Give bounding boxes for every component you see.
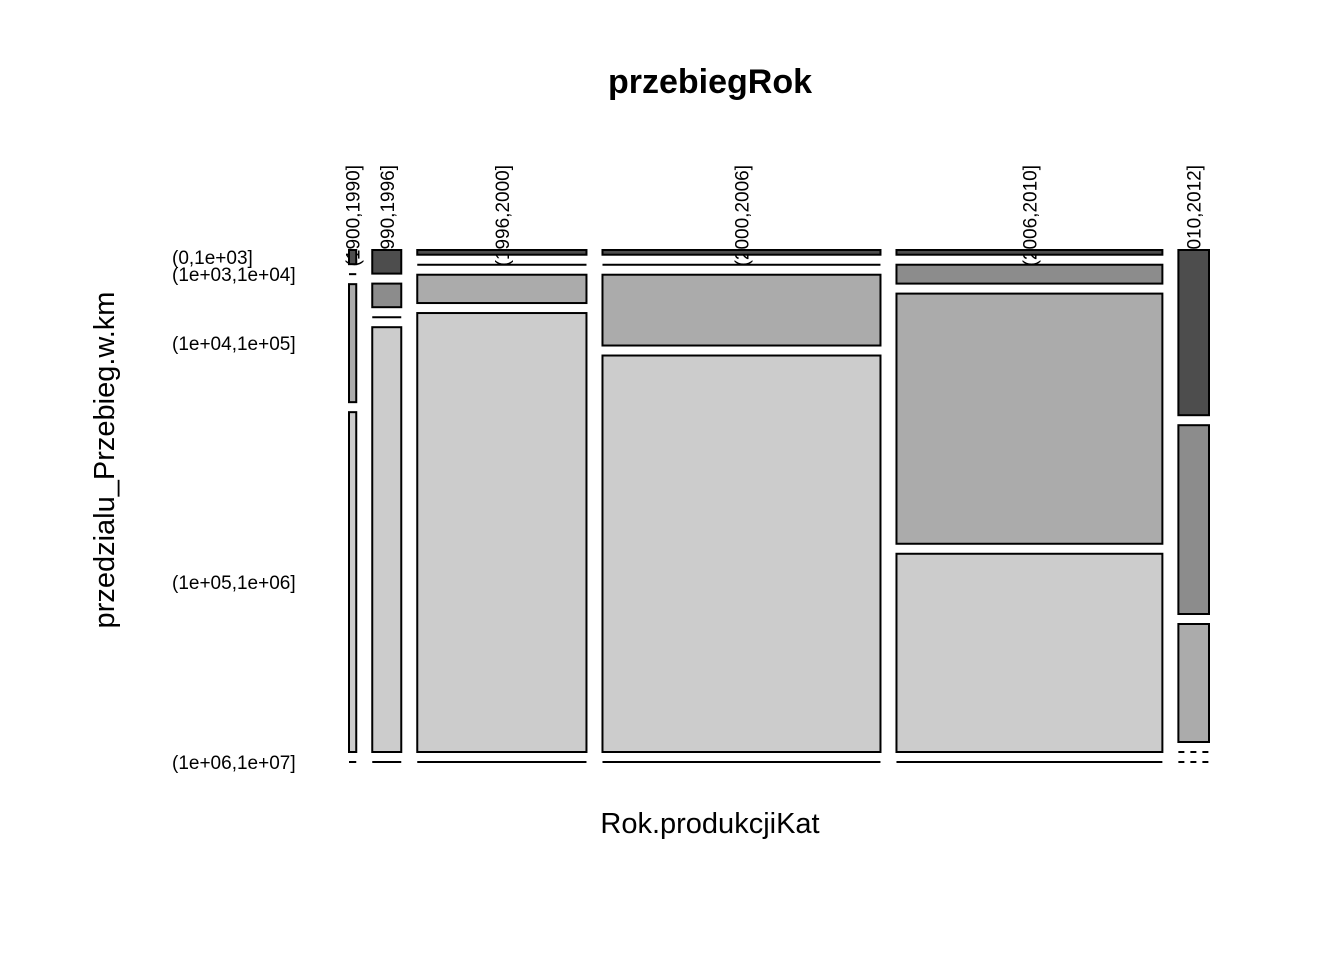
mosaic-tile (1177, 249, 1211, 417)
mosaic-tile (348, 283, 358, 404)
mosaic-tile (371, 326, 403, 753)
y-tick-label: (1e+06,1e+07] (172, 753, 296, 774)
y-tick-labels: (0,1e+03](1e+03,1e+04] (1e+04,1e+05] (1e+0… (172, 248, 296, 774)
mosaic-tile (601, 273, 882, 347)
mosaic-tile (895, 249, 1164, 256)
x-axis-label: Rok.produkcjiKat (600, 808, 819, 840)
mosaic-tile (371, 249, 403, 275)
mosaic-tile (416, 312, 588, 753)
mosaic-tile (1177, 623, 1211, 743)
mosaic-tile (348, 249, 358, 266)
mosaic-tile (416, 273, 588, 305)
mosaic-tile (416, 249, 588, 256)
y-tick-label: (1e+03,1e+04] (172, 265, 296, 286)
mosaic-tile (895, 292, 1164, 545)
mosaic-tile (348, 411, 358, 753)
x-tick-label: (2006,2010] (1020, 165, 1041, 266)
y-tick-label: (1e+04,1e+05] (172, 334, 296, 355)
x-tick-label: (1996,2000] (493, 165, 514, 266)
y-tick-label: (0,1e+03] (172, 248, 253, 269)
y-tick-label: (1e+05,1e+06] (172, 573, 296, 594)
x-tick-labels: (1900,1990] (1990,1996] (1996,2000] (2000,2… (344, 165, 1206, 266)
mosaic-tile (601, 354, 882, 753)
y-axis-label: przedzialu_Przebieg.w.km (89, 292, 121, 629)
mosaic-tile (895, 263, 1164, 285)
x-tick-label: (1900,1990] (344, 165, 365, 266)
x-tick-label: (2000,2006] (732, 165, 753, 266)
mosaic-tiles (348, 249, 1211, 763)
mosaic-tile (371, 282, 403, 309)
mosaic-tile (1177, 424, 1211, 616)
mosaic-tile (601, 249, 882, 256)
x-tick-label: (2010,2012] (1185, 165, 1206, 266)
x-tick-label: (1990,1996] (378, 165, 399, 266)
mosaic-tile (895, 552, 1164, 754)
chart-title: przebiegRok (608, 63, 812, 101)
